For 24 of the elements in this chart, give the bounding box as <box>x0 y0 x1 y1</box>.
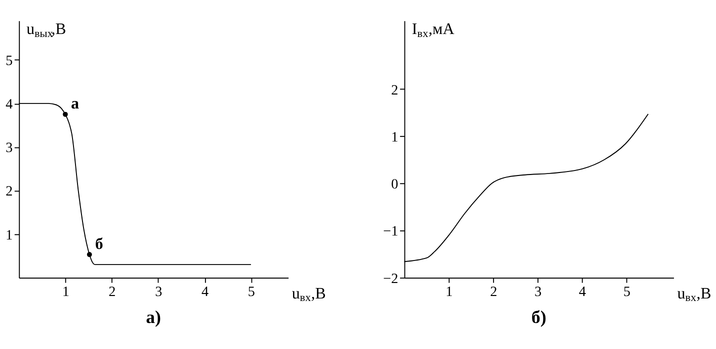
y-tick-label: 2 <box>6 184 13 200</box>
y-tick-label: 4 <box>6 96 13 113</box>
annotation: б <box>95 236 104 253</box>
x-tick-label: 1 <box>62 284 70 300</box>
y-tick-label: −2 <box>383 270 398 287</box>
x-tick-label: 3 <box>155 284 162 300</box>
x-tick-label: 5 <box>248 284 255 300</box>
y-tick-label: 0 <box>391 176 398 193</box>
y-tick-label: 5 <box>6 53 13 70</box>
y-tick-label: 3 <box>6 140 13 156</box>
x-tick-label: 1 <box>446 284 453 300</box>
x-tick-label: 2 <box>108 284 116 300</box>
x-tick-label: 4 <box>201 284 209 300</box>
text: а) <box>146 306 161 327</box>
y-tick-label: 1 <box>391 129 398 146</box>
y-tick-label: −1 <box>383 224 398 240</box>
x-tick-label: 4 <box>578 284 586 300</box>
x-tick-label: 3 <box>534 284 542 300</box>
x-tick-label: 2 <box>490 284 498 300</box>
x-tick-label: 5 <box>623 284 630 300</box>
text: б) <box>531 306 546 327</box>
y-tick-label: 2 <box>391 82 398 98</box>
annotation: а <box>70 96 80 113</box>
y-tick-label: 1 <box>6 227 13 244</box>
